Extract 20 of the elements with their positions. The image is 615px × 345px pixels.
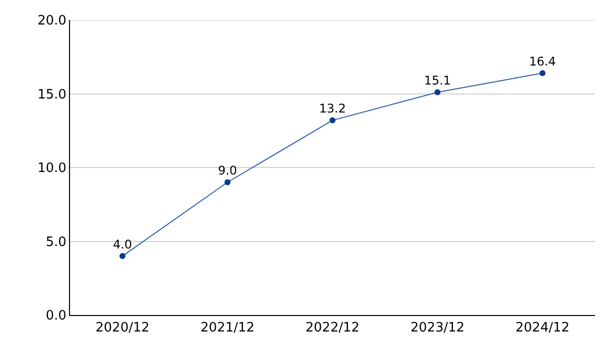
y-tick-label: 0.0 [46, 308, 66, 324]
y-tick-label: 10.0 [37, 161, 66, 176]
x-tick-label: 2022/12 [305, 320, 360, 336]
point [224, 179, 230, 186]
y-tick-label: 15.0 [37, 87, 66, 102]
data-label: 15.1 [424, 74, 451, 88]
data-label: 16.4 [529, 54, 556, 68]
y-tick-label: 5.0 [46, 234, 66, 250]
x-tick-label: 2024/12 [515, 320, 570, 336]
x-tick-label: 2023/12 [410, 320, 465, 336]
data-label: 13.2 [319, 102, 346, 116]
data-label: 9.0 [218, 164, 238, 178]
point [434, 89, 440, 96]
y-tick-label: 20.0 [37, 14, 66, 29]
x-tick-label: 2021/12 [200, 320, 255, 336]
point [330, 117, 336, 124]
x-tick-label: 2020/12 [95, 320, 150, 336]
point [540, 70, 546, 76]
data-label: 4.0 [112, 237, 132, 252]
point [120, 253, 126, 259]
